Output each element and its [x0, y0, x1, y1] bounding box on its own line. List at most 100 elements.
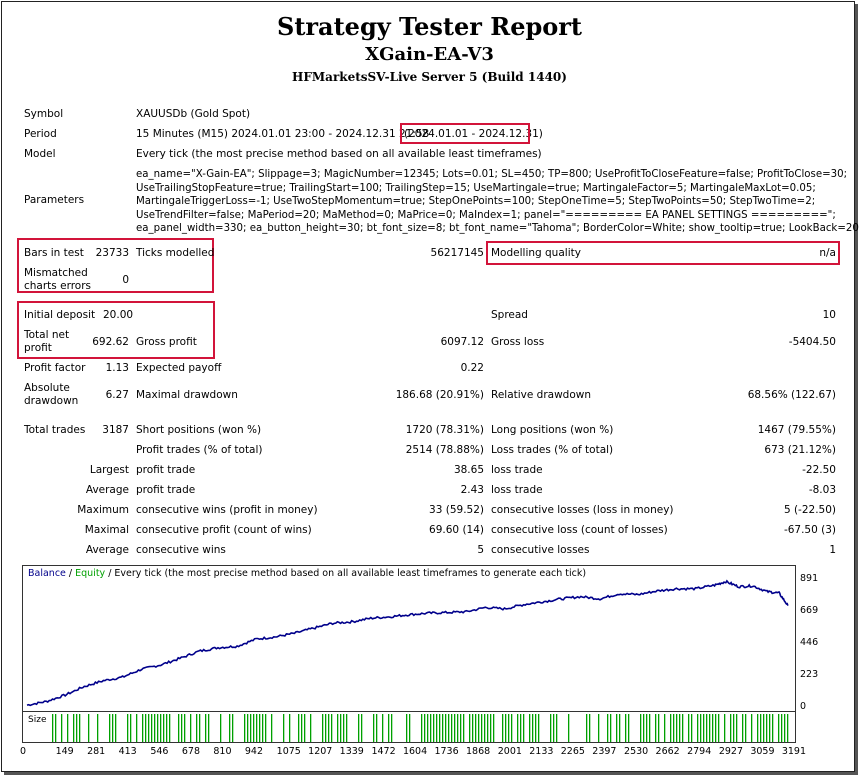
x-tick-label: 1736	[434, 746, 459, 757]
size-bar	[745, 714, 747, 742]
size-bar	[607, 714, 609, 742]
largest-profit-label: profit trade	[136, 464, 196, 476]
maximal-loss-value: -67.50 (3)	[783, 524, 836, 536]
x-tick-label: 1339	[339, 746, 364, 757]
size-bar	[181, 714, 183, 742]
size-bar	[616, 714, 618, 742]
y-tick-label: 223	[800, 668, 819, 680]
avg-wins-value: 5	[477, 544, 484, 556]
parameters-label: Parameters	[24, 194, 85, 206]
largest-loss-label: loss trade	[491, 464, 543, 476]
size-bar	[154, 714, 156, 742]
y-tick-label: 446	[800, 636, 819, 648]
size-bar	[568, 714, 570, 742]
size-bar	[127, 714, 129, 742]
size-bar	[751, 714, 753, 742]
size-bar	[535, 714, 537, 742]
model-label: Model	[24, 148, 56, 160]
parameters-text: ea_name="X-Gain-EA"; Slippage=3; MagicNu…	[136, 168, 859, 236]
size-bar	[619, 714, 621, 742]
netprofit-label-2: profit	[24, 342, 52, 354]
profit-trades-label: Profit trades (% of total)	[136, 444, 263, 456]
size-bar	[145, 714, 147, 742]
size-bar	[376, 714, 378, 742]
size-bar	[388, 714, 390, 742]
size-bar	[358, 714, 360, 742]
size-bar	[454, 714, 456, 742]
y-tick-label: 891	[800, 573, 819, 584]
x-tick-label: 149	[55, 746, 74, 757]
expert-name: XGain-EA-V3	[365, 44, 494, 65]
size-bar	[289, 714, 291, 742]
legend-rest: / Every tick (the most precise method ba…	[105, 568, 587, 579]
size-bar	[445, 714, 447, 742]
size-bar	[271, 714, 273, 742]
x-tick-label: 1075	[276, 746, 301, 757]
size-bar	[523, 714, 525, 742]
size-bar	[451, 714, 453, 742]
size-bar	[421, 714, 423, 742]
size-bar	[475, 714, 477, 742]
balance-chart-svg	[26, 579, 789, 707]
size-bar	[703, 714, 705, 742]
trades-label: Total trades	[24, 424, 86, 436]
size-bar	[256, 714, 258, 742]
bars-label: Bars in test	[24, 247, 84, 259]
size-bar	[205, 714, 207, 742]
loss-trades-value: 673 (21.12%)	[764, 444, 836, 456]
size-bar	[697, 714, 699, 742]
size-bar	[640, 714, 642, 742]
deposit-label: Initial deposit	[24, 309, 96, 321]
x-tick-label: 2001	[497, 746, 522, 757]
ticks-label: Ticks modelled	[136, 247, 215, 259]
x-tick-label: 810	[213, 746, 232, 757]
size-bar	[73, 714, 75, 742]
size-bar	[199, 714, 201, 742]
size-bar	[679, 714, 681, 742]
size-bar	[778, 714, 780, 742]
size-bar	[157, 714, 159, 742]
size-bar-area	[22, 711, 796, 743]
y-tick-label: 669	[800, 604, 819, 616]
size-bar	[670, 714, 672, 742]
size-bar	[253, 714, 255, 742]
largest-profit-value: 38.65	[453, 464, 484, 476]
size-bar	[463, 714, 465, 742]
size-bar	[244, 714, 246, 742]
bars-value: 23733	[95, 247, 129, 259]
size-bar	[262, 714, 264, 742]
maximum-label: Maximum	[77, 504, 129, 516]
pf-value: 1.13	[105, 362, 129, 374]
size-bar	[502, 714, 504, 742]
size-label: Size	[28, 715, 47, 725]
size-bar	[361, 714, 363, 742]
size-bar	[484, 714, 486, 742]
size-bar	[478, 714, 480, 742]
size-bar	[409, 714, 411, 742]
size-bar	[322, 714, 324, 742]
size-bar	[52, 714, 54, 742]
size-bar	[109, 714, 111, 742]
parameters-line: MartingaleTriggerLoss=-1; UseTwoStepMome…	[136, 196, 816, 208]
size-bar	[712, 714, 714, 742]
size-bar	[439, 714, 441, 742]
size-bar	[433, 714, 435, 742]
model-value: Every tick (the most precise method base…	[136, 148, 542, 160]
x-tick-label: 413	[118, 746, 137, 757]
size-bar	[709, 714, 711, 742]
size-bar	[598, 714, 600, 742]
max-cons-wins-value: 33 (59.52)	[429, 504, 484, 516]
size-bar	[283, 714, 285, 742]
size-bar	[529, 714, 531, 742]
size-bar	[742, 714, 744, 742]
size-bar	[67, 714, 69, 742]
x-tick-label: 3059	[750, 746, 775, 757]
size-bar	[337, 714, 339, 742]
size-bar	[265, 714, 267, 742]
largest-loss-value: -22.50	[802, 464, 836, 476]
balance-chart	[22, 565, 796, 743]
deposit-value: 20.00	[103, 309, 134, 321]
size-bar	[178, 714, 180, 742]
server-name: HFMarketsSV-Live Server 5 (Build 1440)	[292, 70, 567, 84]
size-bar	[757, 714, 759, 742]
